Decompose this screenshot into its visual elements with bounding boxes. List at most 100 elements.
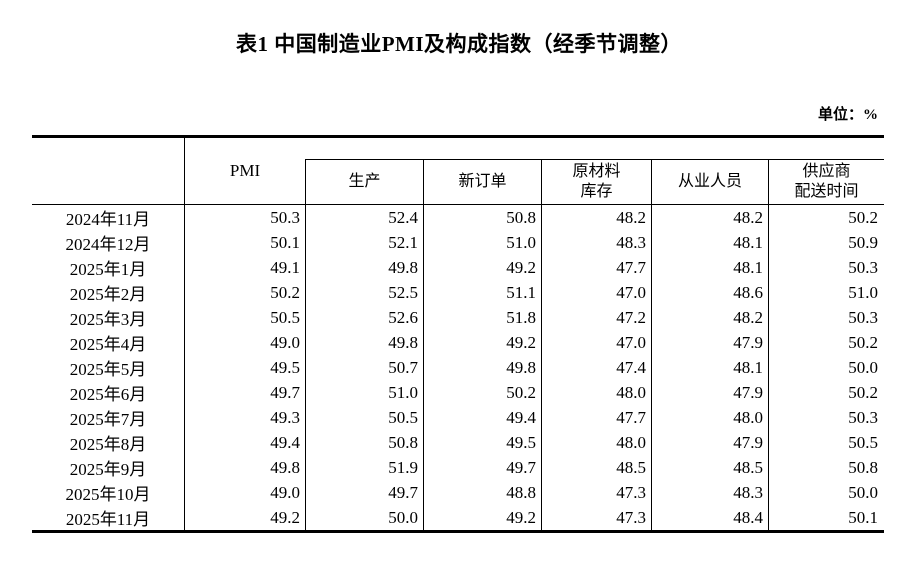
value-cell: 52.4 (306, 205, 424, 230)
value-cell: 49.8 (424, 355, 542, 380)
month-cell: 2024年12月 (32, 230, 185, 255)
month-cell: 2025年2月 (32, 280, 185, 305)
value-cell: 50.3 (185, 205, 306, 230)
value-cell: 50.2 (185, 280, 306, 305)
value-cell: 47.4 (542, 355, 652, 380)
value-cell: 48.2 (542, 205, 652, 230)
value-cell: 47.2 (542, 305, 652, 330)
value-cell: 50.5 (306, 405, 424, 430)
value-cell: 48.5 (542, 455, 652, 480)
value-cell: 49.2 (424, 505, 542, 530)
value-cell: 47.9 (652, 430, 769, 455)
value-cell: 47.0 (542, 280, 652, 305)
value-cell: 48.0 (542, 430, 652, 455)
value-cell: 50.8 (424, 205, 542, 230)
value-cell: 52.6 (306, 305, 424, 330)
table-row: 2025年11月 49.2 50.0 49.2 47.3 48.4 50.1 (32, 505, 884, 530)
value-cell: 50.3 (848, 257, 878, 277)
value-cell: 49.5 (185, 355, 306, 380)
subindex-header-row: 生产 新订单 原材料 库存 从业人员 供应商 配送时间 (305, 159, 884, 204)
table-row: 2025年4月 49.0 49.8 49.2 47.0 47.9 50.2 (32, 330, 884, 355)
month-cell: 2025年5月 (32, 355, 185, 380)
month-cell: 2025年1月 (32, 255, 185, 280)
col-header-production: 生产 (305, 160, 423, 204)
value-cell: 49.7 (306, 480, 424, 505)
col-header-raw-materials-inventory: 原材料 库存 (541, 160, 651, 204)
value-cell: 49.8 (306, 255, 424, 280)
value-cell: 50.0 (848, 357, 878, 377)
table-title: 表1 中国制造业PMI及构成指数（经季节调整） (235, 32, 683, 56)
value-cell: 50.2 (424, 380, 542, 405)
value-cell: 51.0 (848, 282, 878, 302)
value-cell: 49.5 (424, 430, 542, 455)
table-row: 2025年8月 49.4 50.8 49.5 48.0 47.9 50.5 (32, 430, 884, 455)
month-column-header (32, 138, 185, 204)
col-header-supplier-delivery-time: 供应商 配送时间 (768, 160, 884, 204)
value-cell: 47.7 (542, 255, 652, 280)
table-row: 2025年10月 49.0 49.7 48.8 47.3 48.3 50.0 (32, 480, 884, 505)
value-cell: 50.0 (848, 482, 878, 502)
table-row: 2025年7月 49.3 50.5 49.4 47.7 48.0 50.3 (32, 405, 884, 430)
value-cell: 51.1 (424, 280, 542, 305)
value-cell: 51.8 (424, 305, 542, 330)
value-cell: 50.2 (848, 332, 878, 352)
value-cell: 49.8 (306, 330, 424, 355)
value-cell: 52.1 (306, 230, 424, 255)
value-cell: 48.8 (424, 480, 542, 505)
value-cell: 48.1 (652, 355, 769, 380)
month-cell: 2025年10月 (32, 480, 185, 505)
value-cell: 47.3 (542, 480, 652, 505)
table-row: 2024年12月 50.1 52.1 51.0 48.3 48.1 50.9 (32, 230, 884, 255)
subindex-header-group: 生产 新订单 原材料 库存 从业人员 供应商 配送时间 (305, 138, 884, 204)
pmi-table: PMI 生产 新订单 原材料 库存 从业人员 供应商 配送时间 2024年11月… (32, 135, 884, 533)
value-cell: 48.2 (652, 205, 769, 230)
month-cell: 2025年8月 (32, 430, 185, 455)
value-cell: 48.6 (652, 280, 769, 305)
value-cell: 51.0 (424, 230, 542, 255)
table-row: 2025年1月 49.1 49.8 49.2 47.7 48.1 50.3 (32, 255, 884, 280)
month-cell: 2025年4月 (32, 330, 185, 355)
value-cell: 49.4 (424, 405, 542, 430)
value-cell: 50.8 (848, 457, 878, 477)
header-spacer (305, 138, 884, 159)
value-cell: 49.2 (424, 255, 542, 280)
value-cell: 50.3 (848, 307, 878, 327)
value-cell: 50.9 (848, 232, 878, 252)
table-body: 2024年11月 50.3 52.4 50.8 48.2 48.2 50.2 2… (32, 205, 884, 530)
value-cell: 50.8 (306, 430, 424, 455)
col-header-employment: 从业人员 (651, 160, 768, 204)
table-header: PMI 生产 新订单 原材料 库存 从业人员 供应商 配送时间 (32, 138, 884, 205)
month-cell: 2024年11月 (32, 205, 185, 230)
value-cell: 50.5 (848, 432, 878, 452)
table-row: 2025年2月 50.2 52.5 51.1 47.0 48.6 51.0 (32, 280, 884, 305)
value-cell: 49.7 (185, 380, 306, 405)
value-cell: 49.0 (185, 330, 306, 355)
table-row: 2025年3月 50.5 52.6 51.8 47.2 48.2 50.3 (32, 305, 884, 330)
value-cell: 48.3 (542, 230, 652, 255)
value-cell: 49.7 (424, 455, 542, 480)
value-cell: 47.9 (652, 380, 769, 405)
value-cell: 50.1 (185, 230, 306, 255)
value-cell: 51.0 (306, 380, 424, 405)
value-cell: 49.2 (185, 505, 306, 530)
value-cell: 49.2 (424, 330, 542, 355)
value-cell: 48.3 (652, 480, 769, 505)
col-header-pmi: PMI (229, 161, 261, 180)
table-row: 2025年9月 49.8 51.9 49.7 48.5 48.5 50.8 (32, 455, 884, 480)
unit-label: 单位：% (817, 107, 878, 123)
value-cell: 49.8 (185, 455, 306, 480)
value-cell: 48.5 (652, 455, 769, 480)
value-cell: 49.3 (185, 405, 306, 430)
value-cell: 49.4 (185, 430, 306, 455)
value-cell: 48.4 (652, 505, 769, 530)
month-cell: 2025年9月 (32, 455, 185, 480)
value-cell: 49.1 (185, 255, 306, 280)
table-row: 2025年5月 49.5 50.7 49.8 47.4 48.1 50.0 (32, 355, 884, 380)
value-cell: 50.5 (185, 305, 306, 330)
value-cell: 48.2 (652, 305, 769, 330)
value-cell: 50.1 (848, 507, 878, 527)
value-cell: 49.0 (185, 480, 306, 505)
value-cell: 52.5 (306, 280, 424, 305)
value-cell: 50.7 (306, 355, 424, 380)
month-cell: 2025年6月 (32, 380, 185, 405)
